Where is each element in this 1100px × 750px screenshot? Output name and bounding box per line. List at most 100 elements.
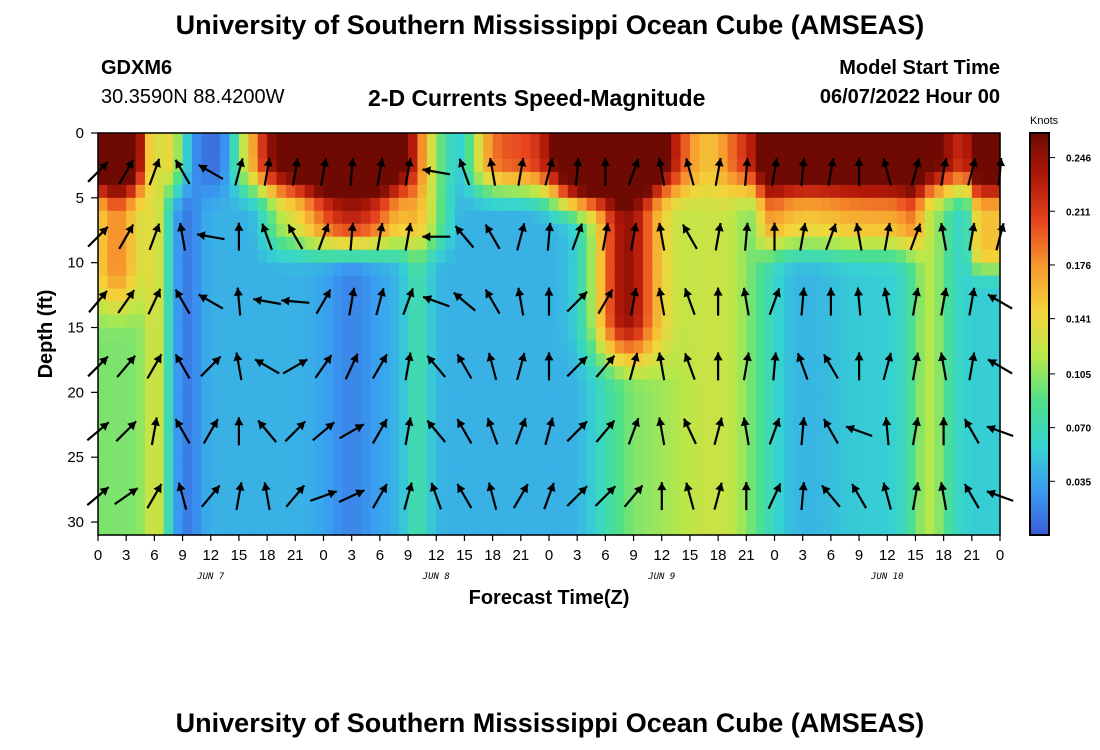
heatmap-cell <box>605 197 616 212</box>
heatmap-cell <box>191 133 202 147</box>
heatmap-cell <box>567 522 578 536</box>
x-tick-label: 21 <box>738 547 755 564</box>
heatmap-cell <box>201 327 212 342</box>
heatmap-cell <box>455 275 466 290</box>
heatmap-cell <box>191 470 202 484</box>
heatmap-cell <box>906 496 917 510</box>
heatmap-cell <box>210 340 221 355</box>
heatmap-cell <box>285 444 296 458</box>
heatmap-cell <box>671 197 682 212</box>
heatmap-cell <box>511 171 522 186</box>
heatmap-cell <box>445 301 456 316</box>
heatmap-cell <box>934 366 945 380</box>
heatmap-cell <box>135 392 146 406</box>
heatmap-cell <box>549 405 559 419</box>
heatmap-cell <box>483 327 494 342</box>
current-vector <box>796 352 809 380</box>
current-vector <box>371 353 388 380</box>
heatmap-cell <box>840 496 851 510</box>
heatmap-cell <box>661 509 672 523</box>
heatmap-cell <box>210 509 221 523</box>
heatmap-cell <box>577 275 588 290</box>
heatmap-cell <box>295 275 306 290</box>
heatmap-cell <box>915 275 926 290</box>
heatmap-cell <box>981 262 992 277</box>
heatmap-cell <box>661 158 672 173</box>
heatmap-cell <box>962 522 973 536</box>
heatmap-cell <box>689 210 700 225</box>
heatmap-cell <box>915 262 926 277</box>
heatmap-cell <box>953 301 964 316</box>
heatmap-cell <box>304 197 315 212</box>
heatmap-cell <box>483 197 494 212</box>
heatmap-cell <box>567 457 578 471</box>
heatmap-cell <box>323 249 334 264</box>
heatmap-cell <box>793 327 804 342</box>
heatmap-cell <box>191 145 202 160</box>
heatmap-cell <box>126 327 137 342</box>
heatmap-cell <box>436 171 447 186</box>
heatmap-cell <box>144 275 155 290</box>
heatmap-cell <box>962 301 973 316</box>
heatmap-cell <box>417 158 428 173</box>
heatmap-cell <box>502 418 513 432</box>
y-tick-label: 0 <box>76 125 84 142</box>
heatmap-cell <box>361 223 372 238</box>
heatmap-cell <box>379 340 390 355</box>
heatmap-cell <box>502 249 513 264</box>
heatmap-cell <box>492 418 503 432</box>
heatmap-cell <box>530 275 541 290</box>
heatmap-cell <box>652 496 663 510</box>
heatmap-cell <box>116 210 127 225</box>
heatmap-cell <box>736 340 747 355</box>
heatmap-cell <box>276 496 287 510</box>
heatmap-cell <box>445 288 456 303</box>
heatmap-cell <box>276 158 287 173</box>
heatmap-cell <box>558 171 569 186</box>
heatmap-cell <box>906 236 917 251</box>
heatmap-cell <box>436 249 447 264</box>
heatmap-cell <box>699 457 710 471</box>
heatmap-cell <box>464 249 475 264</box>
heatmap-cell <box>943 314 954 329</box>
heatmap-cell <box>577 197 588 212</box>
heatmap-cell <box>689 496 700 510</box>
heatmap-cell <box>793 418 804 432</box>
current-vector <box>681 224 698 250</box>
heatmap-cell <box>201 392 212 406</box>
heatmap-cell <box>229 184 240 199</box>
heatmap-cell <box>492 288 503 303</box>
heatmap-cell <box>201 483 212 497</box>
heatmap-cell <box>812 275 823 290</box>
heatmap-cell <box>812 327 823 342</box>
heatmap-cell <box>774 366 785 380</box>
x-tick-label: 3 <box>122 547 130 564</box>
heatmap-cell <box>887 457 898 471</box>
heatmap-cell <box>699 171 710 186</box>
heatmap-cell <box>642 431 653 445</box>
heatmap-cell <box>595 522 606 536</box>
heatmap-cell <box>567 483 578 497</box>
heatmap-cell <box>98 509 108 523</box>
heatmap-cell <box>868 340 879 355</box>
heatmap-cell <box>285 314 296 329</box>
heatmap-cell <box>727 379 738 393</box>
heatmap-cell <box>830 249 841 264</box>
heatmap-cell <box>98 249 108 264</box>
heatmap-cell <box>868 470 879 484</box>
heatmap-cell <box>896 262 907 277</box>
heatmap-cell <box>661 379 672 393</box>
heatmap-cell <box>257 496 268 510</box>
heatmap-cell <box>436 457 447 471</box>
x-tick-label: 6 <box>376 547 384 564</box>
heatmap-cell <box>746 301 757 316</box>
heatmap-cell <box>971 340 982 355</box>
heatmap-cell <box>107 275 118 290</box>
heatmap-cell <box>398 288 409 303</box>
heatmap-cell <box>727 236 738 251</box>
heatmap-cell <box>642 262 653 277</box>
heatmap-cell <box>906 522 917 536</box>
heatmap-cell <box>455 327 466 342</box>
heatmap-cell <box>567 470 578 484</box>
heatmap-cell <box>210 275 221 290</box>
